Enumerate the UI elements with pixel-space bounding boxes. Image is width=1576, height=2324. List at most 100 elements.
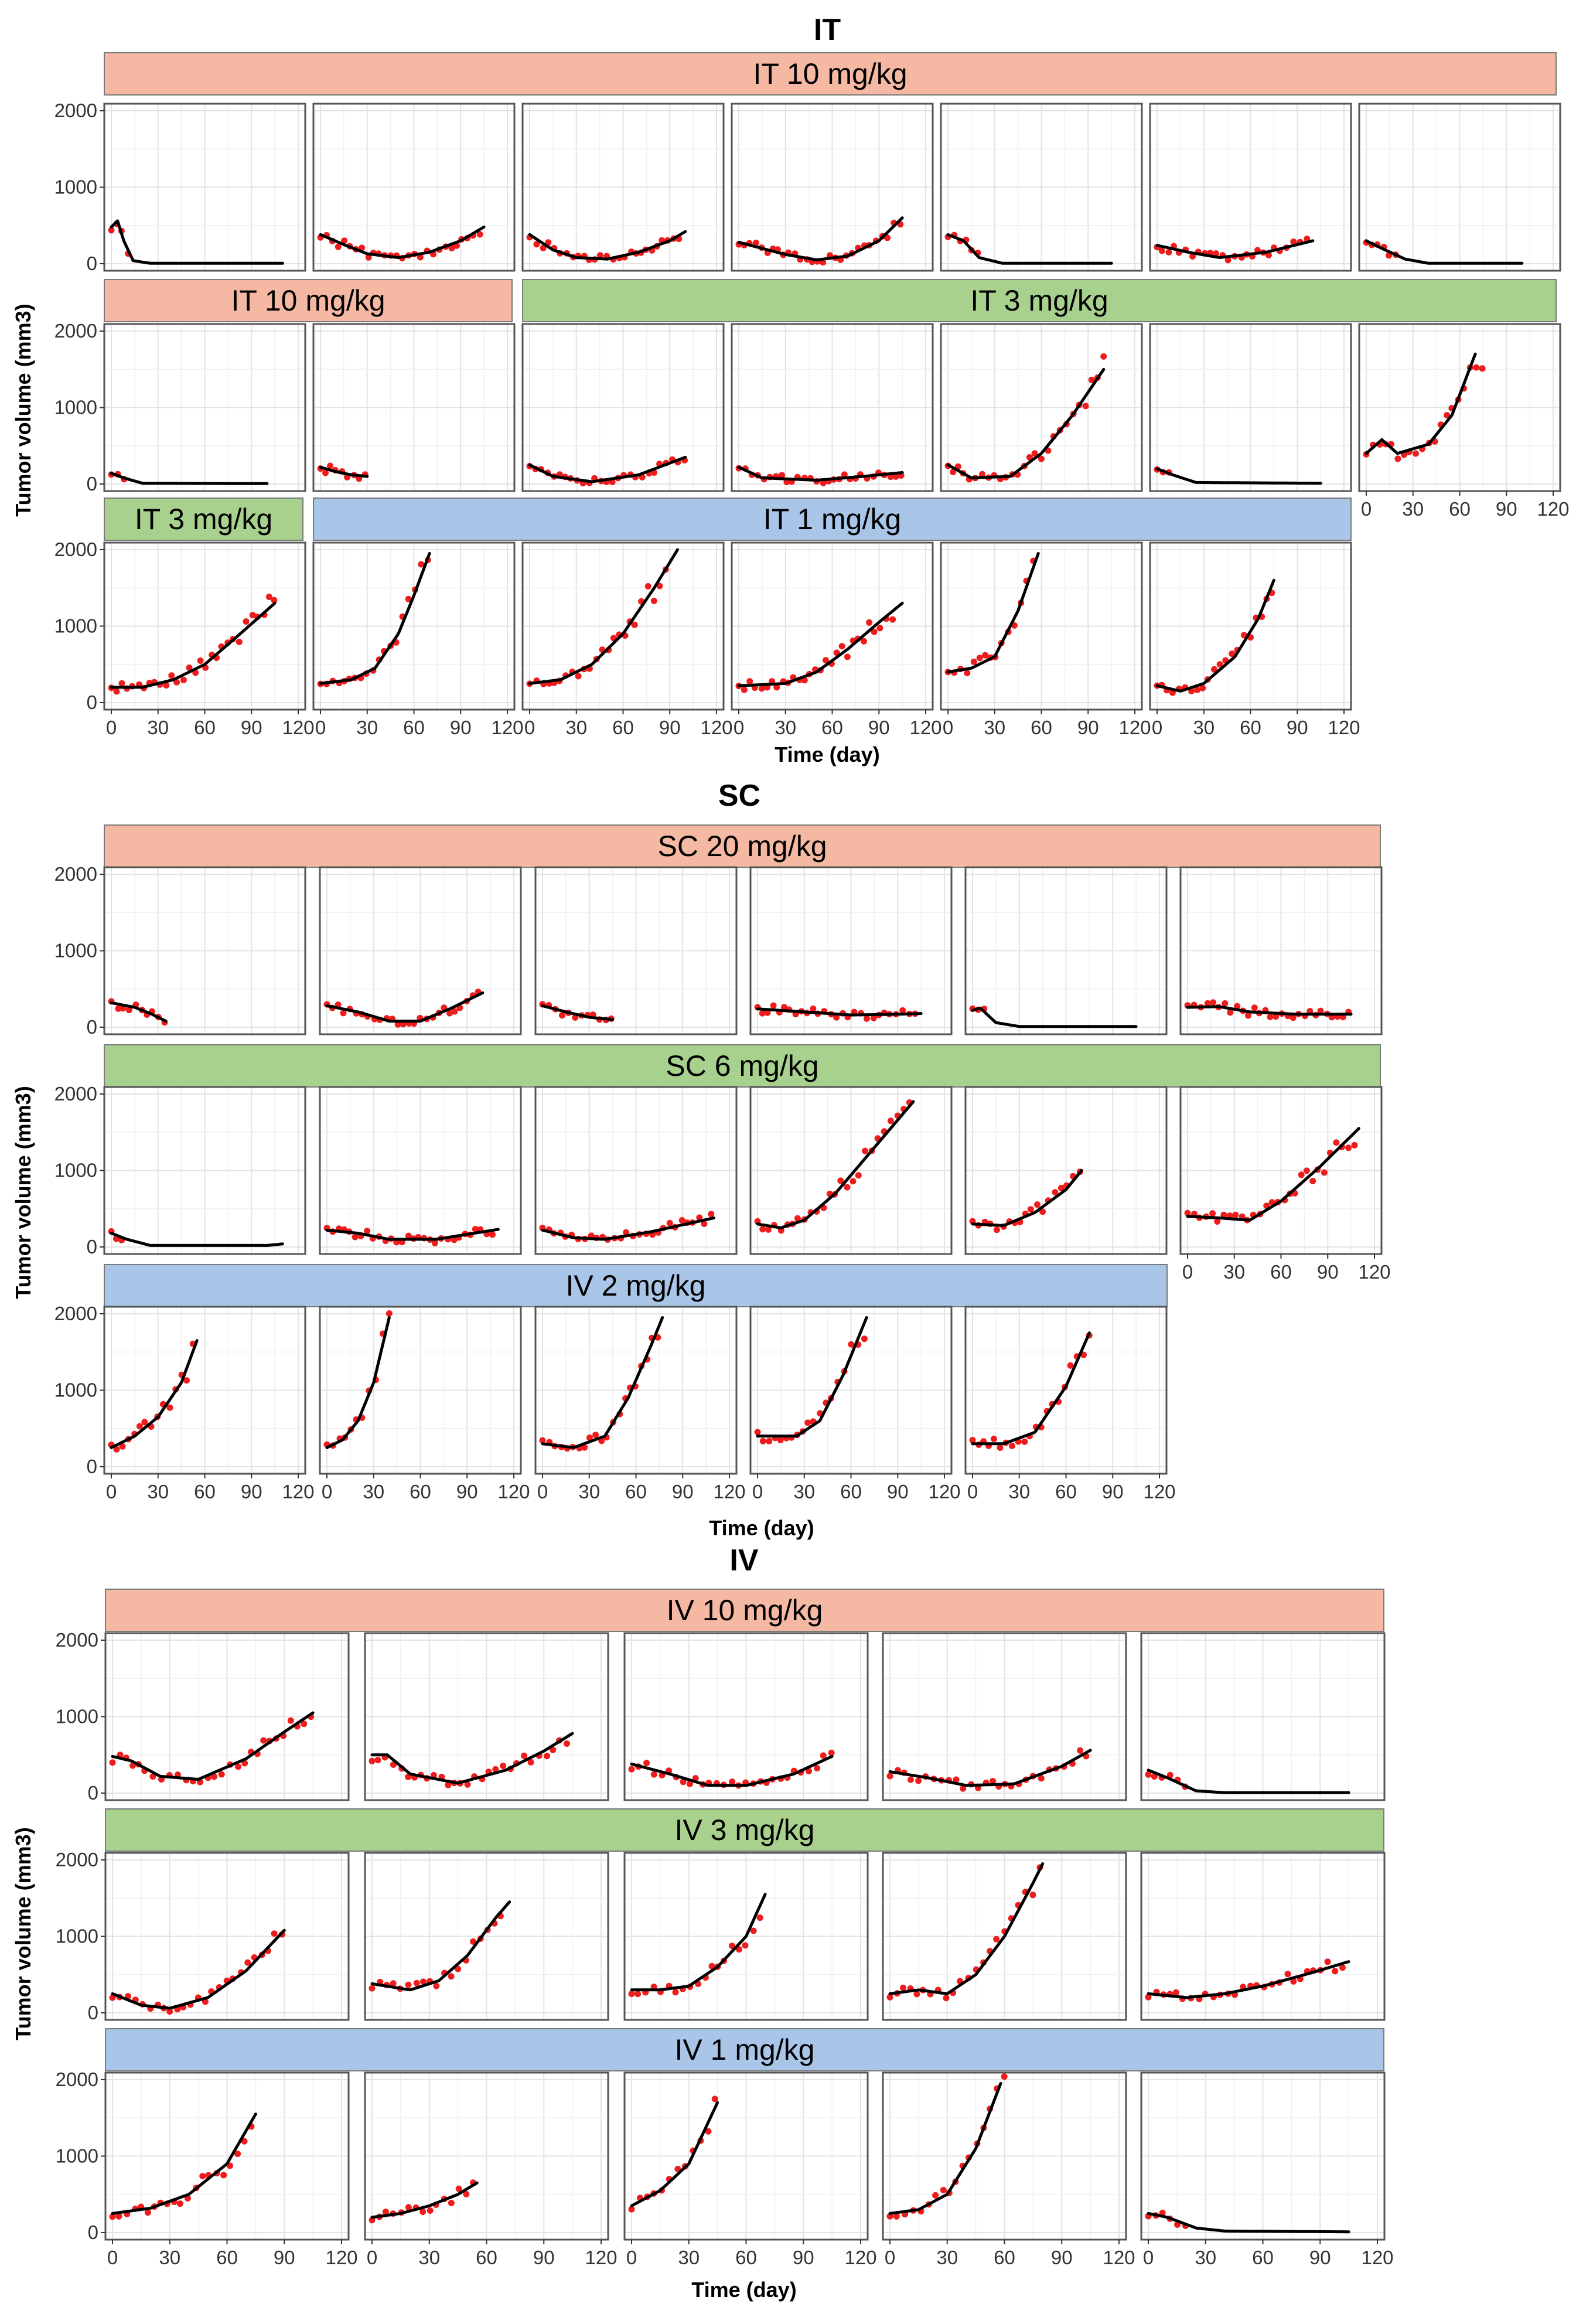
observed-point <box>997 1444 1004 1451</box>
observed-point <box>455 2185 462 2192</box>
observed-point <box>364 1228 371 1235</box>
x-tick-label: 90 <box>672 1481 694 1502</box>
observed-point <box>773 684 780 691</box>
x-tick-label: 90 <box>450 717 472 738</box>
x-tick-label: 120 <box>844 2247 876 2268</box>
panel <box>1140 1632 1386 1801</box>
y-tick-label: 1000 <box>54 615 97 637</box>
panel-frame <box>882 1632 1127 1801</box>
x-tick-label: 90 <box>1309 2247 1331 2268</box>
observed-point <box>301 1720 308 1727</box>
panel-frame <box>319 866 522 1035</box>
fitted-curve <box>946 233 1113 265</box>
observed-point <box>236 639 243 645</box>
x-tick-label: 30 <box>936 2247 958 2268</box>
x-tick-label: 90 <box>241 1481 262 1502</box>
observed-point <box>341 237 348 244</box>
y-tick-label: 2000 <box>56 2069 98 2090</box>
observed-point <box>1058 1184 1065 1191</box>
fitted-curve <box>1186 1005 1353 1016</box>
x-tick-label: 120 <box>1118 717 1151 738</box>
observed-point <box>1333 1139 1340 1146</box>
chart-iv: IV Tumor volume (mm3) Time (day) IV 10 mg/k… <box>11 1543 1394 2302</box>
x-tick-label: 0 <box>322 1481 332 1502</box>
fitted-curve <box>111 1928 286 2010</box>
observed-point <box>405 595 412 602</box>
observed-point <box>1216 661 1223 668</box>
observed-point <box>628 1991 635 1998</box>
fitted-curve <box>110 472 269 485</box>
observed-point <box>708 1962 715 1969</box>
observed-point <box>163 682 170 689</box>
panel <box>1140 1852 1386 2021</box>
observed-point <box>492 1766 499 1773</box>
x-tick-label: 0 <box>524 717 535 738</box>
observed-point <box>1245 1012 1251 1019</box>
facet-strip <box>522 279 1557 322</box>
x-tick-label: 60 <box>1252 2247 1274 2268</box>
panel-frame <box>940 103 1143 272</box>
x-tick-label: 120 <box>1143 1481 1175 1502</box>
observed-point <box>1317 1007 1324 1014</box>
panel <box>964 1086 1168 1255</box>
observed-point <box>1213 250 1220 257</box>
x-tick-label: 60 <box>410 1481 431 1502</box>
x-tick-label: 30 <box>984 717 1005 738</box>
observed-point <box>969 1437 976 1444</box>
observed-point <box>701 1221 708 1227</box>
observed-point <box>186 665 193 671</box>
observed-point <box>448 1973 455 1980</box>
fitted-curve <box>888 1862 1045 1995</box>
panel <box>731 323 934 492</box>
fitted-curve <box>110 601 277 689</box>
observed-point <box>801 677 808 684</box>
facet-strip <box>105 1589 1384 1632</box>
fitted-curve <box>888 2082 1002 2215</box>
panel-frame <box>364 1632 609 1801</box>
observed-point <box>1290 238 1297 245</box>
observed-point <box>993 1226 1000 1233</box>
panel-frame <box>623 1852 869 2021</box>
x-tick-label: 30 <box>565 717 587 738</box>
x-tick-label: 60 <box>216 2247 238 2268</box>
x-tick-label: 90 <box>1496 498 1517 520</box>
observed-point <box>500 1763 507 1769</box>
observed-point <box>643 1760 650 1767</box>
observed-point <box>770 1002 777 1009</box>
observed-point <box>623 1229 629 1236</box>
facet-strip-label: IV 10 mg/kg <box>667 1594 823 1627</box>
x-tick-label: 30 <box>159 2247 180 2268</box>
observed-point <box>1165 249 1172 255</box>
observed-point <box>166 1404 173 1411</box>
observed-point <box>893 2213 900 2220</box>
panel-frame <box>1149 323 1352 492</box>
panel <box>882 1632 1127 1801</box>
x-tick-label: 30 <box>1195 2247 1216 2268</box>
observed-point <box>1199 684 1206 691</box>
observed-point <box>470 1938 477 1945</box>
observed-point <box>628 2206 635 2213</box>
fitted-curve <box>1147 1768 1350 1794</box>
x-tick-label: 0 <box>752 1481 763 1502</box>
chart-title: SC <box>718 779 760 813</box>
observed-point <box>405 1981 412 1988</box>
panel: 0 1000 2000 <box>54 1083 306 1258</box>
observed-point <box>1100 353 1107 360</box>
observed-point <box>119 1443 126 1450</box>
x-tick-label: 120 <box>585 2247 617 2268</box>
observed-point <box>990 1436 997 1442</box>
observed-point <box>765 1226 772 1233</box>
fitted-curve <box>737 465 904 482</box>
observed-point <box>550 1746 557 1753</box>
fitted-curve <box>1186 1127 1360 1222</box>
observed-point <box>533 241 540 248</box>
observed-point <box>866 619 873 626</box>
observed-point <box>1290 1978 1297 1985</box>
observed-point <box>1026 454 1033 461</box>
observed-point <box>451 1008 458 1015</box>
observed-point <box>420 1978 427 1985</box>
x-tick-label: 0 <box>107 2247 118 2268</box>
observed-point <box>1479 365 1486 372</box>
observed-point <box>1232 1211 1239 1218</box>
fitted-curve <box>528 548 679 685</box>
